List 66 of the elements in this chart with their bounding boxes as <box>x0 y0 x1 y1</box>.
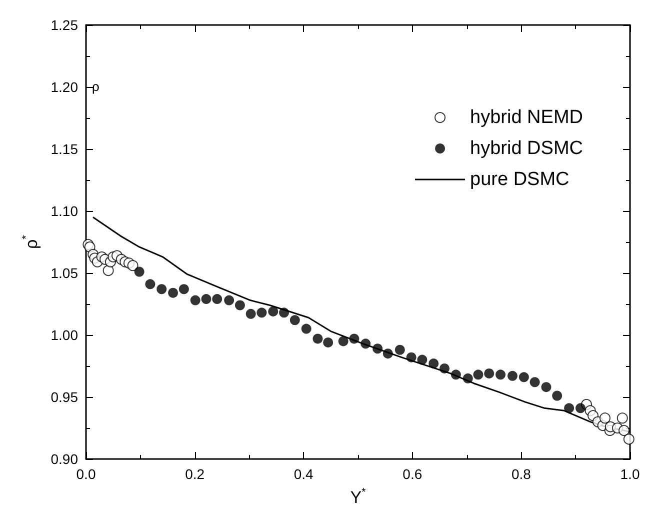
point <box>599 412 610 424</box>
point <box>212 294 222 304</box>
point <box>618 424 630 436</box>
point <box>127 260 138 272</box>
point <box>178 284 189 294</box>
point <box>518 372 529 382</box>
point <box>564 403 574 414</box>
point <box>268 306 278 316</box>
x-tick-label: 0.8 <box>511 466 532 482</box>
point <box>462 373 473 384</box>
x-tick-label: 0.4 <box>294 466 314 482</box>
point <box>616 412 628 424</box>
x-tick-label: 1.0 <box>620 466 640 482</box>
point <box>484 368 494 378</box>
legend-label: hybrid NEMD <box>470 107 584 128</box>
point <box>552 390 562 401</box>
y-axis-title: ρ* <box>20 234 41 249</box>
point <box>576 403 586 414</box>
point <box>234 300 245 310</box>
x-tick-label: 0.0 <box>76 466 96 482</box>
point <box>382 348 393 359</box>
y-tick-label: 1.00 <box>50 327 78 343</box>
point <box>338 336 348 346</box>
y-tick-label: 1.20 <box>50 79 78 95</box>
y-tick-label: 0.90 <box>50 451 78 467</box>
legend-label: pure DSMC <box>470 169 570 190</box>
point <box>168 288 178 298</box>
point <box>102 265 114 276</box>
legend-label: hybrid DSMC <box>470 138 584 159</box>
annotation: ρ <box>92 79 100 94</box>
point <box>301 324 312 334</box>
x-tick-label: 0.2 <box>185 466 205 482</box>
y-tick-label: 1.10 <box>50 203 78 219</box>
point <box>256 308 267 318</box>
point <box>496 370 506 380</box>
point <box>372 344 383 354</box>
point <box>508 370 518 381</box>
point <box>428 358 439 369</box>
point <box>312 334 323 344</box>
point <box>530 377 540 388</box>
point <box>134 266 144 277</box>
point <box>246 308 256 319</box>
point <box>406 352 416 362</box>
y-tick-label: 1.25 <box>50 17 78 33</box>
x-axis-title: Y* <box>350 486 367 507</box>
point <box>224 295 234 306</box>
y-tick-label: 0.95 <box>50 389 78 405</box>
point <box>360 338 371 349</box>
point <box>394 344 405 355</box>
point <box>290 315 300 326</box>
point <box>541 382 552 392</box>
point <box>201 294 212 304</box>
point <box>473 370 484 380</box>
point <box>450 370 461 380</box>
point <box>623 434 634 445</box>
y-tick-label: 1.05 <box>50 265 78 281</box>
point <box>145 279 156 290</box>
x-tick-label: 0.6 <box>402 466 422 482</box>
y-tick-label: 1.15 <box>50 141 78 157</box>
point <box>349 334 360 344</box>
point <box>417 354 428 365</box>
point <box>279 308 290 318</box>
point <box>323 337 334 348</box>
point <box>156 284 167 294</box>
point <box>190 295 200 306</box>
point <box>440 363 450 374</box>
